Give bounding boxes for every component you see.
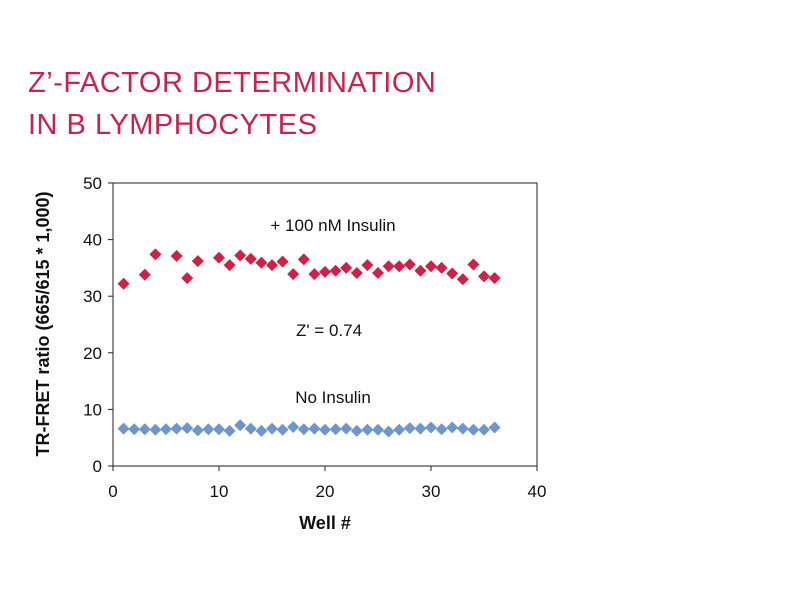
- insulin-data-point: [372, 266, 384, 279]
- x-tick-label: 30: [422, 482, 441, 501]
- insulin-data-point: [181, 272, 194, 285]
- insulin-data-point: [308, 268, 321, 281]
- annotation-no-insulin: No Insulin: [295, 388, 371, 407]
- insulin-data-point: [117, 277, 130, 290]
- no-insulin-data-point: [244, 422, 257, 435]
- y-tick-label: 30: [83, 287, 102, 306]
- insulin-data-point: [446, 267, 459, 280]
- no-insulin-data-point: [276, 423, 289, 436]
- no-insulin-data-point: [425, 421, 437, 434]
- insulin-data-point: [138, 268, 151, 281]
- no-insulin-data-point: [308, 422, 321, 435]
- insulin-data-point: [191, 255, 204, 268]
- no-insulin-data-point: [266, 422, 278, 435]
- insulin-data-point: [425, 260, 437, 273]
- no-insulin-data-point: [223, 424, 236, 437]
- no-insulin-data-point: [319, 423, 331, 436]
- insulin-data-point: [329, 264, 342, 277]
- y-tick-label: 10: [83, 400, 102, 419]
- no-insulin-data-point: [350, 424, 363, 437]
- insulin-data-point: [467, 258, 480, 271]
- insulin-data-point: [488, 272, 501, 285]
- x-tick-label: 10: [210, 482, 229, 501]
- insulin-data-point: [435, 261, 448, 274]
- no-insulin-data-point: [255, 424, 268, 437]
- insulin-data-point: [319, 265, 331, 278]
- insulin-data-point: [149, 248, 162, 261]
- insulin-data-point: [403, 258, 416, 271]
- axis-ticks: 0 10 20 30 40 0 10 20 30 40 50: [83, 174, 546, 501]
- title-line-1: Z’-FACTOR DETERMINATION: [28, 67, 437, 99]
- no-insulin-data-point: [361, 423, 374, 436]
- no-insulin-data-point: [234, 419, 247, 432]
- no-insulin-data-point: [467, 423, 480, 436]
- no-insulin-data-point: [435, 423, 448, 436]
- y-tick-label: 0: [93, 457, 102, 476]
- y-tick-label: 50: [83, 174, 102, 193]
- title-line-2: IN B LYMPHOCYTES: [28, 109, 318, 141]
- no-insulin-data-point: [191, 424, 204, 437]
- no-insulin-data-point: [160, 423, 172, 436]
- no-insulin-data-point: [170, 422, 183, 435]
- insulin-data-point: [244, 252, 257, 265]
- no-insulin-data-point: [488, 421, 501, 434]
- no-insulin-data-point: [149, 423, 162, 436]
- insulin-data-point: [297, 253, 310, 266]
- no-insulin-data-point: [117, 422, 130, 435]
- insulin-data-point: [170, 250, 183, 263]
- insulin-data-point: [340, 261, 353, 274]
- x-tick-label: 20: [316, 482, 335, 501]
- annotation-insulin: + 100 nM Insulin: [270, 216, 395, 235]
- annotation-zprime: Z' = 0.74: [296, 321, 362, 340]
- no-insulin-data-point: [202, 423, 215, 436]
- no-insulin-data-point: [382, 425, 395, 438]
- x-axis-label: Well #: [299, 513, 351, 533]
- data-points: [117, 248, 501, 438]
- insulin-data-point: [213, 251, 225, 264]
- insulin-data-point: [456, 273, 469, 286]
- insulin-data-point: [478, 270, 490, 283]
- x-tick-label: 0: [108, 482, 117, 501]
- insulin-data-point: [393, 260, 406, 273]
- no-insulin-data-point: [297, 423, 310, 436]
- insulin-data-point: [361, 259, 374, 272]
- insulin-data-point: [287, 268, 300, 281]
- insulin-data-point: [276, 255, 289, 268]
- no-insulin-data-point: [340, 422, 353, 435]
- x-tick-label: 40: [528, 482, 547, 501]
- chart-title: Z’-FACTOR DETERMINATION IN B LYMPHOCYTES: [28, 62, 436, 146]
- no-insulin-data-point: [446, 421, 459, 434]
- no-insulin-data-point: [393, 423, 406, 436]
- no-insulin-data-point: [213, 423, 225, 436]
- insulin-data-point: [266, 259, 278, 272]
- insulin-data-point: [382, 260, 395, 273]
- no-insulin-data-point: [414, 422, 427, 435]
- y-axis-label: TR-FRET ratio (665/615 * 1,000): [33, 191, 53, 456]
- no-insulin-data-point: [456, 422, 469, 435]
- y-tick-label: 40: [83, 231, 102, 250]
- no-insulin-data-point: [128, 423, 141, 436]
- no-insulin-data-point: [403, 422, 416, 435]
- insulin-data-point: [350, 266, 363, 279]
- no-insulin-data-point: [181, 422, 194, 435]
- no-insulin-data-point: [287, 420, 300, 433]
- insulin-data-point: [414, 264, 427, 277]
- insulin-data-point: [234, 249, 247, 262]
- insulin-data-point: [223, 259, 236, 272]
- y-tick-label: 20: [83, 344, 102, 363]
- no-insulin-data-point: [329, 423, 342, 436]
- no-insulin-data-point: [138, 423, 151, 436]
- no-insulin-data-point: [478, 423, 490, 436]
- insulin-data-point: [255, 256, 268, 269]
- no-insulin-data-point: [372, 423, 384, 436]
